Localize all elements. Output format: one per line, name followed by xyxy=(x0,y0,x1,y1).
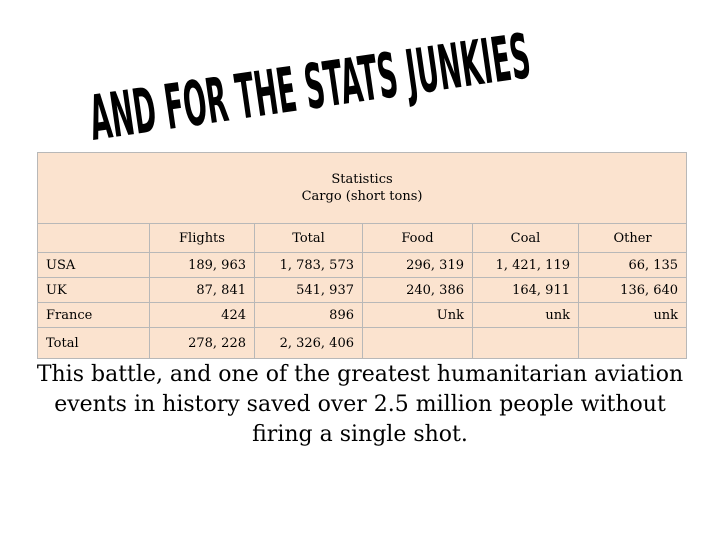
table-cell xyxy=(362,327,473,359)
column-header-row: Flights Total Food Coal Other xyxy=(37,223,688,253)
table-cell: Unk xyxy=(362,302,473,328)
statistics-table: Statistics Cargo (short tons) Flights To… xyxy=(36,152,688,359)
table-cell: 541, 937 xyxy=(254,277,363,303)
table-row: France 424 896 Unk unk unk xyxy=(37,302,688,328)
table-cell: 278, 228 xyxy=(149,327,255,359)
table-cell: 66, 135 xyxy=(577,252,688,278)
row-label: Total xyxy=(37,327,150,359)
table-cell: 1, 783, 573 xyxy=(254,252,363,278)
page-title-text: AND FOR THE STATS JUNKIES xyxy=(85,22,535,150)
table-cell: 896 xyxy=(254,302,363,328)
table-header-row: Statistics Cargo (short tons) xyxy=(36,152,688,224)
column-header: Total xyxy=(254,223,363,253)
column-header: Flights xyxy=(149,223,255,253)
table-header-subtitle: Cargo (short tons) xyxy=(301,189,423,204)
column-header: Food xyxy=(362,223,473,253)
table-cell xyxy=(577,327,688,359)
table-cell: unk xyxy=(472,302,579,328)
table-cell: 296, 319 xyxy=(362,252,473,278)
table-cell xyxy=(472,327,579,359)
table-cell: 2, 326, 406 xyxy=(254,327,363,359)
table-cell: 240, 386 xyxy=(362,277,473,303)
column-header: Other xyxy=(577,223,688,253)
column-header: Coal xyxy=(472,223,579,253)
table-row: Total 278, 228 2, 326, 406 xyxy=(37,327,688,359)
page-title: AND FOR THE STATS JUNKIES xyxy=(85,22,535,150)
table-cell: 164, 911 xyxy=(472,277,579,303)
table-cell: 1, 421, 119 xyxy=(472,252,579,278)
column-header-empty xyxy=(37,223,150,253)
table-header-title: Statistics xyxy=(331,172,393,187)
table-cell: 189, 963 xyxy=(149,252,255,278)
row-label: USA xyxy=(37,252,150,278)
table-cell: 424 xyxy=(149,302,255,328)
table-row: USA 189, 963 1, 783, 573 296, 319 1, 421… xyxy=(37,252,688,278)
table-cell: unk xyxy=(577,302,688,328)
table-cell: 87, 841 xyxy=(149,277,255,303)
table-header-cell: Statistics Cargo (short tons) xyxy=(36,152,688,224)
row-label: UK xyxy=(37,277,150,303)
table-row: UK 87, 841 541, 937 240, 386 164, 911 13… xyxy=(37,277,688,303)
table-cell: 136, 640 xyxy=(577,277,688,303)
row-label: France xyxy=(37,302,150,328)
caption-text: This battle, and one of the greatest hum… xyxy=(36,362,684,447)
